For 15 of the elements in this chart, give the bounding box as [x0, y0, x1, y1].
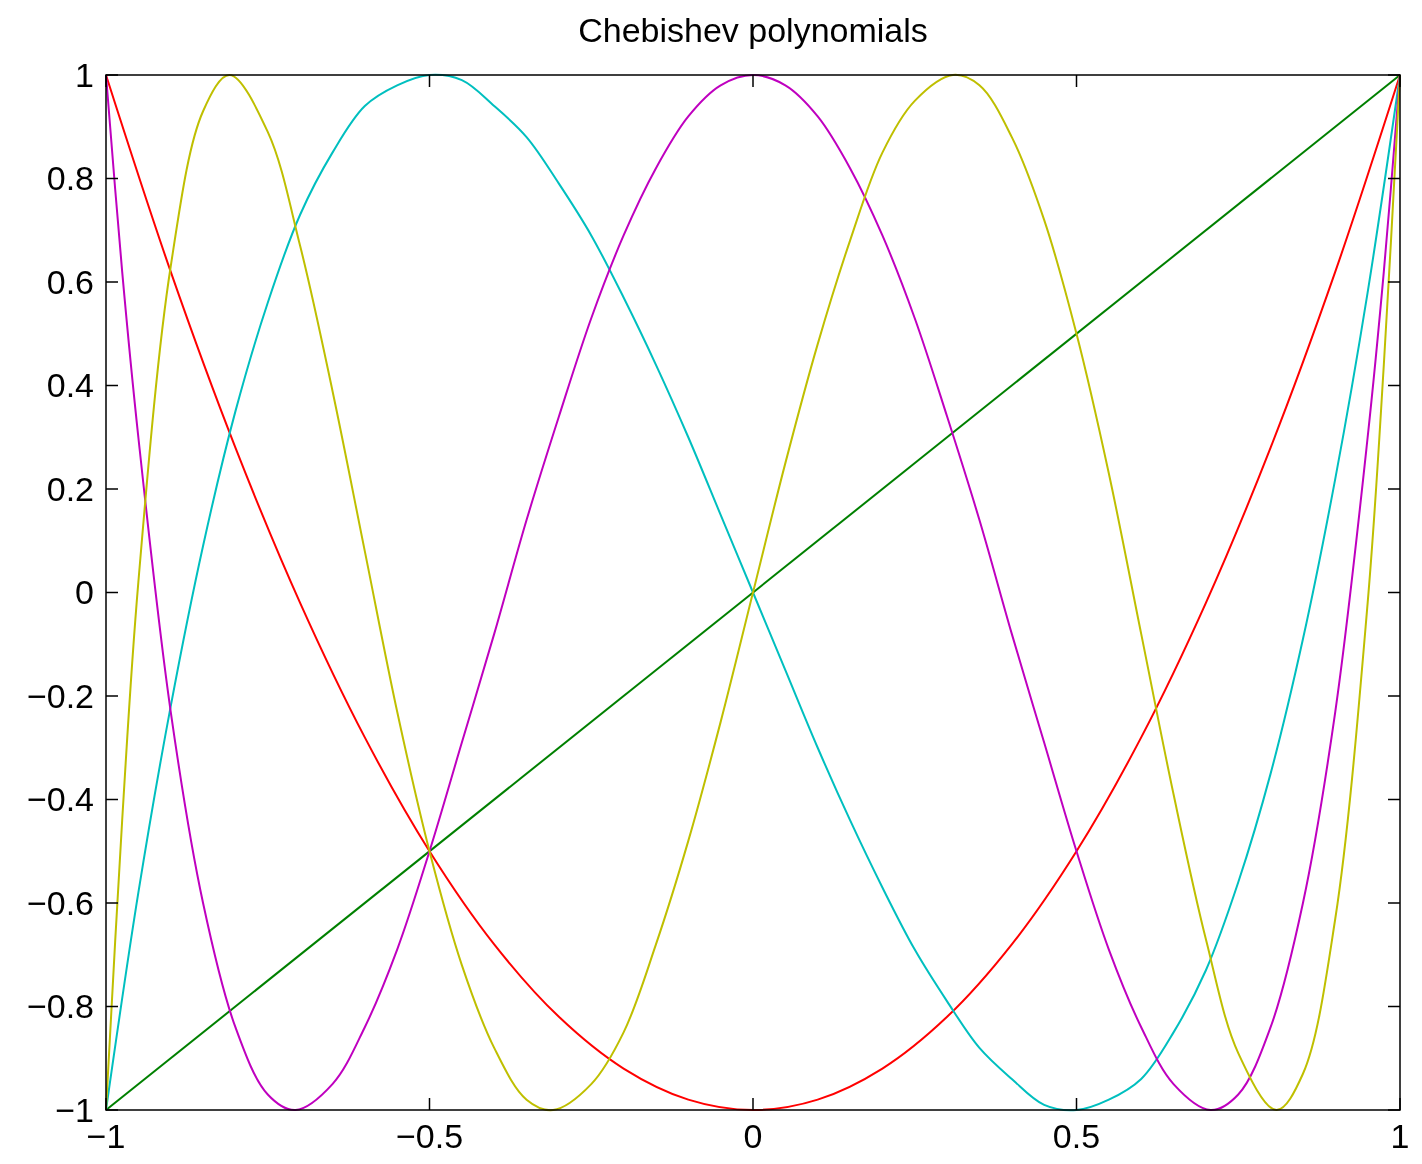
x-tick-label: 0.5	[1052, 1117, 1101, 1155]
y-tick-label: 0.2	[46, 469, 94, 508]
x-tick-label: 0	[743, 1117, 763, 1155]
chart-title: Chebishev polynomials	[578, 11, 928, 49]
y-tick-label: −0.8	[26, 987, 94, 1026]
y-tick-label: 0.8	[46, 159, 94, 198]
y-tick-label: 0.4	[46, 366, 94, 405]
x-tick-label: 1	[1390, 1117, 1410, 1155]
y-tick-label: 0	[75, 573, 94, 612]
y-tick-label: −0.4	[26, 780, 94, 819]
y-tick-label: 1	[75, 55, 94, 94]
y-tick-label: 0.6	[46, 262, 94, 301]
y-tick-label: −0.2	[26, 676, 94, 715]
y-tick-label: −0.6	[26, 883, 94, 922]
x-tick-label: −0.5	[395, 1117, 464, 1155]
